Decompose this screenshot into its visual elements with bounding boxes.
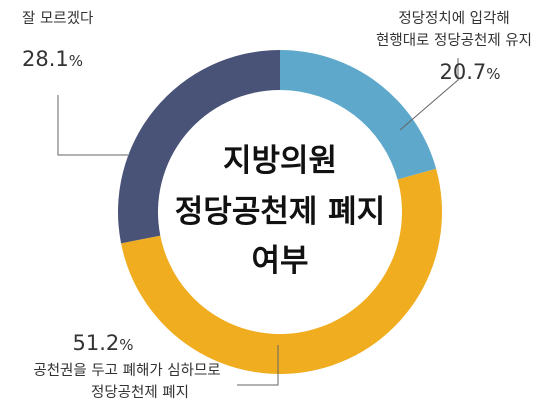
value-label-unsure: 28.1% xyxy=(22,47,83,71)
value-abolish-number: 51.2 xyxy=(72,331,119,355)
value-keep-unit: % xyxy=(486,65,500,83)
value-abolish-unit: % xyxy=(119,336,133,354)
value-unsure-unit: % xyxy=(69,52,83,70)
value-label-keep: 20.7% xyxy=(439,60,500,84)
center-title: 지방의원 정당공천제 폐지 여부 xyxy=(175,143,385,279)
value-keep-number: 20.7 xyxy=(439,60,486,84)
donut-slices xyxy=(118,50,443,375)
slice-keep xyxy=(280,50,437,180)
slice-unsure xyxy=(118,50,281,244)
label-keep-line-1: 정당정치에 입각해 xyxy=(398,10,509,27)
label-keep-line-2: 현행대로 정당공천제 유지 xyxy=(376,32,532,49)
leader-line-unsure xyxy=(57,95,128,156)
center-title-line-3: 여부 xyxy=(251,243,308,279)
value-unsure-number: 28.1 xyxy=(22,47,69,71)
label-abolish-line-2: 정당공천제 폐지 xyxy=(91,384,189,401)
leader-line-keep xyxy=(399,58,459,131)
slice-abolish xyxy=(121,168,443,375)
value-label-abolish: 51.2% xyxy=(72,331,133,355)
leader-line-abolish xyxy=(237,345,279,386)
label-abolish-line-1: 공천권을 두고 폐해가 심하므로 xyxy=(33,362,220,379)
center-title-line-1: 지방의원 xyxy=(223,143,337,179)
center-title-line-2: 정당공천제 폐지 xyxy=(175,194,385,230)
label-unsure-line-1: 잘 모르겠다 xyxy=(22,10,93,27)
